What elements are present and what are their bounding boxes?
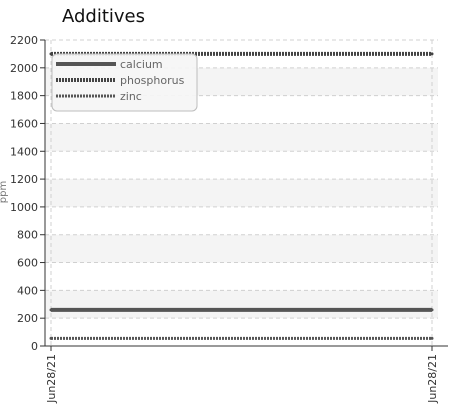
y-tick-label: 2200: [10, 34, 38, 47]
y-tick-label: 800: [17, 229, 38, 242]
legend-box: [51, 53, 198, 112]
y-tick-label: 600: [17, 257, 38, 270]
y-tick-label: 1000: [10, 201, 38, 214]
y-tick-label: 200: [17, 312, 38, 325]
x-tick-label: Jun28/21: [45, 354, 58, 404]
y-tick-label: 2000: [10, 62, 38, 75]
legend-label-phosphorus: phosphorus: [120, 74, 185, 87]
y-tick-label: 1600: [10, 117, 38, 130]
data-point-calcium: [430, 308, 434, 312]
data-point-calcium: [49, 308, 53, 312]
chart-title: Additives: [62, 6, 146, 27]
y-tick-label: 400: [17, 284, 38, 297]
data-point-phosphorus: [49, 52, 53, 56]
grid-band: [45, 290, 438, 319]
grid-band: [45, 179, 438, 207]
y-axis-label: ppm: [0, 181, 9, 203]
legend-label-zinc: zinc: [120, 90, 142, 103]
y-tick-label: 1400: [10, 145, 38, 158]
data-point-zinc: [430, 336, 434, 340]
y-tick-label: 1800: [10, 90, 38, 103]
grid-band: [45, 123, 438, 152]
legend-label-calcium: calcium: [120, 58, 163, 71]
data-point-zinc: [49, 336, 53, 340]
y-tick-label: 0: [31, 340, 38, 353]
data-point-phosphorus: [430, 52, 434, 56]
grid-band: [45, 234, 438, 263]
y-tick-label: 1200: [10, 173, 38, 186]
x-tick-label: Jun28/21: [426, 354, 439, 404]
